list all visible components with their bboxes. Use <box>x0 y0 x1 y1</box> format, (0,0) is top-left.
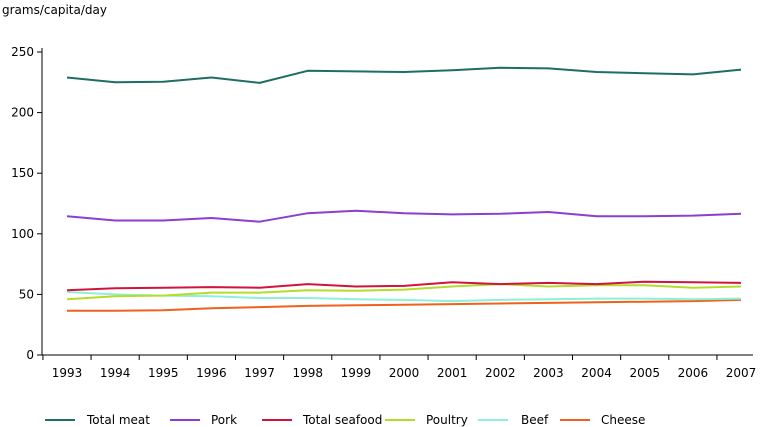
x-tick-label: 2005 <box>629 366 660 380</box>
series-line-cheese <box>67 298 742 312</box>
series-line-poultry <box>66 283 742 301</box>
x-tick-label: 1997 <box>244 366 275 380</box>
y-tick-label: 50 <box>19 287 34 301</box>
y-tick-label: 150 <box>11 166 34 180</box>
x-tick-label: 1993 <box>52 366 83 380</box>
x-tick-label: 2004 <box>581 366 612 380</box>
x-tick-label: 1999 <box>341 366 372 380</box>
y-tick-label: 200 <box>11 106 34 120</box>
x-tick-label: 2001 <box>437 366 468 380</box>
x-tick-label: 2003 <box>533 366 564 380</box>
legend-label-cheese: Cheese <box>601 413 645 427</box>
x-tick-label: 2002 <box>485 366 516 380</box>
x-tick-label: 1998 <box>292 366 323 380</box>
legend: Total meat Pork Total seafood Poultry Beef Ch… <box>45 413 645 427</box>
x-tick-label: 1994 <box>100 366 131 380</box>
legend-label-pork: Pork <box>211 413 237 427</box>
x-tick-label: 2000 <box>389 366 420 380</box>
y-tick-label: 0 <box>26 348 34 362</box>
series-line-pork <box>66 209 742 223</box>
series-line-total-seafood <box>66 280 742 292</box>
legend-label-total-meat: Total meat <box>86 413 150 427</box>
x-tick-label: 2007 <box>726 366 757 380</box>
x-tick-label: 1995 <box>148 366 179 380</box>
y-tick-label: 250 <box>11 45 34 59</box>
legend-label-total-seafood: Total seafood <box>302 413 382 427</box>
plot-area: 0 50 100 150 200 250 1993 1994 1995 1996 1997 1998 1… <box>11 45 756 380</box>
y-tick-label: 100 <box>11 227 34 241</box>
x-tick-label: 2006 <box>678 366 709 380</box>
series-line-beef <box>66 291 742 303</box>
x-tick-label: 1996 <box>196 366 227 380</box>
y-axis-title: grams/capita/day <box>2 3 107 17</box>
legend-label-poultry: Poultry <box>426 413 468 427</box>
series-line-total-meat <box>66 66 742 84</box>
legend-label-beef: Beef <box>521 413 549 427</box>
